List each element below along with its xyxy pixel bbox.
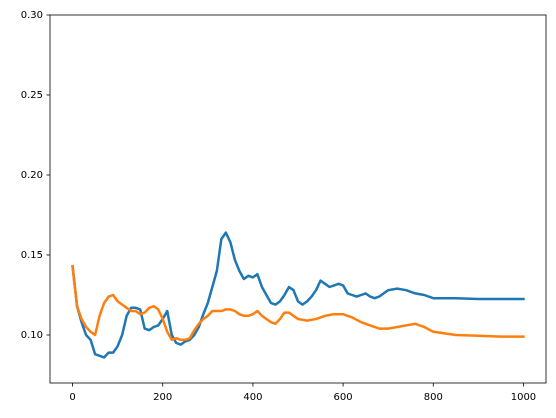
- plot-frame: [49, 14, 547, 384]
- y-tick-label: 0.25: [21, 90, 43, 101]
- x-tick-label: 1000: [511, 392, 536, 403]
- y-tick-label: 0.20: [21, 170, 43, 181]
- x-tick-label: 400: [243, 392, 262, 403]
- x-tick-label: 200: [153, 392, 172, 403]
- x-tick-label: 600: [334, 392, 353, 403]
- line: [71, 264, 525, 342]
- x-tick-label: 0: [69, 392, 75, 403]
- y-tick-label: 0.10: [21, 330, 43, 341]
- y-tick-label: 0.15: [21, 250, 43, 261]
- x-tick-label: 800: [424, 392, 443, 403]
- line: [71, 231, 525, 359]
- y-tick-label: 0.30: [21, 10, 43, 21]
